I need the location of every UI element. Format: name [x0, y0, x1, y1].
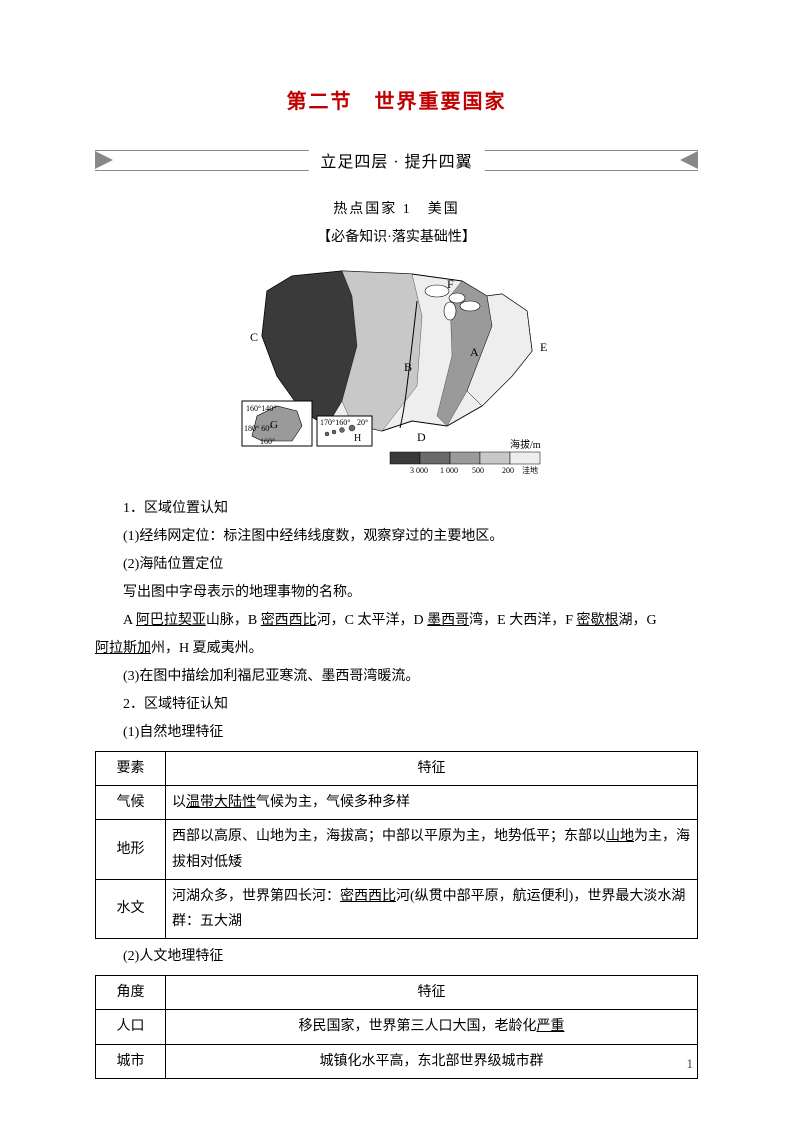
answers-line: A 阿巴拉契亚山脉，B 密西西比河，C 太平洋，D 墨西哥湾，E 大西洋，F 密…	[95, 607, 698, 635]
svg-text:1 000: 1 000	[440, 466, 458, 475]
svg-text:200: 200	[502, 466, 514, 475]
table-row: 城市 城镇化水平高，东北部世界级城市群	[96, 1044, 698, 1078]
sec2-item1: (1)自然地理特征	[95, 719, 698, 747]
map-label-H: H	[354, 433, 361, 444]
map-label-F: F	[447, 277, 454, 291]
page-title: 第二节 世界重要国家	[95, 85, 698, 114]
sec1-item1: (1)经纬网定位：标注图中经纬线度数，观察穿过的主要地区。	[95, 523, 698, 551]
table-row: 水文 河湖众多，世界第四长河：密西西比河(纵贯中部平原，航运便利)，世界最大淡水…	[96, 879, 698, 938]
table-row: 要素 特征	[96, 752, 698, 786]
map-label-E: E	[540, 340, 547, 354]
t1-r1k: 气候	[96, 786, 166, 820]
t2-r1v: 移民国家，世界第三人口大国，老龄化严重	[166, 1010, 698, 1044]
t1-r2k: 地形	[96, 820, 166, 879]
t2-h2: 特征	[166, 976, 698, 1010]
table-row: 角度 特征	[96, 976, 698, 1010]
t1-r3k: 水文	[96, 879, 166, 938]
usa-map-svg: A B C D E F G 160°140° 180° 60° 160°	[232, 256, 562, 476]
knowledge-heading: 【必备知识·落实基础性】	[95, 226, 698, 246]
page-number: 1	[687, 1056, 694, 1072]
hot-country-heading: 热点国家 1 美国	[95, 198, 698, 218]
section-banner: 立足四层 · 提升四翼	[95, 142, 698, 178]
t1-h1: 要素	[96, 752, 166, 786]
sec1-item2b: 写出图中字母表示的地理事物的名称。	[95, 579, 698, 607]
table-row: 人口 移民国家，世界第三人口大国，老龄化严重	[96, 1010, 698, 1044]
physical-geo-table: 要素 特征 气候 以温带大陆性气候为主，气候多种多样 地形 西部以高原、山地为主…	[95, 751, 698, 939]
svg-text:3 000: 3 000	[410, 466, 428, 475]
t2-r2k: 城市	[96, 1044, 166, 1078]
t2-r1k: 人口	[96, 1010, 166, 1044]
map-ak-lon1: 160°140°	[246, 404, 276, 413]
legend-title: 海拔/m	[510, 438, 541, 451]
svg-text:洼地: 洼地	[522, 465, 538, 475]
map-label-C: C	[250, 330, 258, 344]
sec1-heading: 1．区域位置认知	[95, 495, 698, 523]
map-hi-lat: 20°	[357, 418, 368, 427]
t2-r2v: 城镇化水平高，东北部世界级城市群	[166, 1044, 698, 1078]
answers-line2: 阿拉斯加州，H 夏威夷州。	[95, 635, 698, 663]
map-ak-lat: 180° 60°	[244, 424, 272, 433]
sec1-item2: (2)海陆位置定位	[95, 551, 698, 579]
sec2-item2: (2)人文地理特征	[95, 943, 698, 971]
map-label-A: A	[470, 345, 479, 359]
sec2-heading: 2．区域特征认知	[95, 691, 698, 719]
t1-h2: 特征	[166, 752, 698, 786]
map-label-B: B	[404, 360, 412, 374]
map-hi-lon: 170°160°	[320, 418, 350, 427]
table-row: 地形 西部以高原、山地为主，海拔高；中部以平原为主，地势低平；东部以山地为主，海…	[96, 820, 698, 879]
banner-text: 立足四层 · 提升四翼	[308, 148, 484, 172]
human-geo-table: 角度 特征 人口 移民国家，世界第三人口大国，老龄化严重 城市 城镇化水平高，东…	[95, 975, 698, 1079]
svg-text:160°: 160°	[260, 437, 275, 446]
usa-map-figure: A B C D E F G 160°140° 180° 60° 160°	[95, 256, 698, 481]
map-label-D: D	[417, 430, 426, 444]
t1-r3v: 河湖众多，世界第四长河：密西西比河(纵贯中部平原，航运便利)，世界最大淡水湖群：…	[166, 879, 698, 938]
svg-text:500: 500	[472, 466, 484, 475]
t1-r1v: 以温带大陆性气候为主，气候多种多样	[166, 786, 698, 820]
table-row: 气候 以温带大陆性气候为主，气候多种多样	[96, 786, 698, 820]
t1-r2v: 西部以高原、山地为主，海拔高；中部以平原为主，地势低平；东部以山地为主，海拔相对…	[166, 820, 698, 879]
t2-h1: 角度	[96, 976, 166, 1010]
sec1-item3: (3)在图中描绘加利福尼亚寒流、墨西哥湾暖流。	[95, 663, 698, 691]
